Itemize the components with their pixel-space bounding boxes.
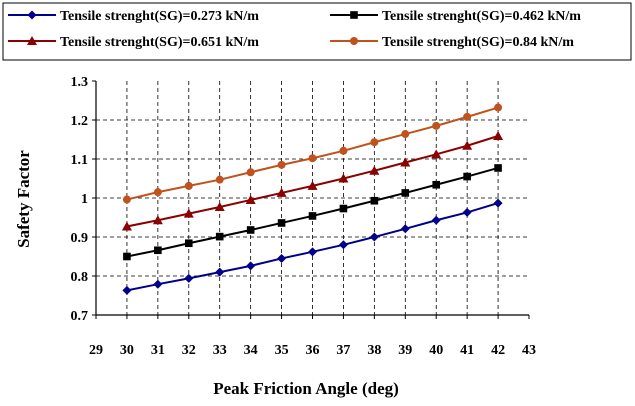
data-point xyxy=(338,240,348,250)
data-point xyxy=(339,146,348,155)
x-tick-label: 39 xyxy=(398,343,412,358)
y-tick-label: 0.8 xyxy=(71,270,89,285)
legend-label: Tensile strenght(SG)=0.651 kN/m xyxy=(60,35,259,50)
legend-entry-2: Tensile strenght(SG)=0.462 kN/m xyxy=(330,9,581,24)
y-tick-label: 1.1 xyxy=(71,153,89,168)
y-tick-label: 0.9 xyxy=(71,231,89,246)
axes xyxy=(92,80,530,319)
y-axis-title: Safety Factor xyxy=(14,150,33,248)
data-point xyxy=(338,173,349,183)
data-point xyxy=(401,130,410,139)
legend-label: Tensile strenght(SG)=0.84 kN/m xyxy=(382,35,574,50)
data-point xyxy=(246,226,255,234)
x-tick-label: 41 xyxy=(460,343,474,358)
data-point xyxy=(369,232,379,242)
data-point xyxy=(462,207,472,217)
data-point xyxy=(183,208,194,218)
data-point xyxy=(246,261,256,271)
data-point xyxy=(214,201,225,211)
x-tick-label: 42 xyxy=(491,343,505,358)
legend-marker xyxy=(27,36,37,45)
data-point xyxy=(463,112,472,121)
data-point xyxy=(431,215,441,225)
data-point xyxy=(277,160,286,169)
x-tick-label: 43 xyxy=(522,343,536,358)
x-tick-label: 37 xyxy=(336,343,350,358)
y-tick-label: 0.7 xyxy=(71,309,89,324)
legend-marker xyxy=(350,37,358,45)
x-tick-label: 30 xyxy=(120,343,134,358)
series-3 xyxy=(121,130,504,231)
data-point xyxy=(400,157,411,167)
series-2 xyxy=(123,164,502,261)
data-point xyxy=(245,194,256,204)
series-1 xyxy=(122,198,503,295)
data-point xyxy=(369,165,380,175)
x-tick-label: 35 xyxy=(275,343,289,358)
data-point xyxy=(153,188,162,197)
data-point xyxy=(152,215,163,225)
data-point xyxy=(215,175,224,184)
legend-entry-4: Tensile strenght(SG)=0.84 kN/m xyxy=(330,35,574,50)
legend: Tensile strenght(SG)=0.273 kN/m Tensile s… xyxy=(8,9,581,50)
data-point xyxy=(121,221,132,231)
data-point xyxy=(339,204,348,213)
series-4 xyxy=(122,103,503,204)
data-point xyxy=(215,267,225,277)
data-point xyxy=(494,164,502,172)
x-tick-label: 32 xyxy=(182,343,196,358)
data-point xyxy=(277,253,287,263)
x-tick-label: 31 xyxy=(151,343,165,358)
legend-box xyxy=(2,2,632,61)
data-point xyxy=(123,252,131,261)
data-point xyxy=(308,212,317,220)
series-layer xyxy=(121,103,504,295)
legend-label: Tensile strenght(SG)=0.273 kN/m xyxy=(60,9,259,24)
x-tick-label: 34 xyxy=(244,343,258,358)
data-point xyxy=(154,246,162,255)
data-point xyxy=(184,181,193,190)
legend-marker xyxy=(350,11,358,19)
data-point xyxy=(401,189,410,197)
x-tick-label: 38 xyxy=(367,343,381,358)
data-point xyxy=(184,239,193,248)
x-tick-label: 33 xyxy=(213,343,227,358)
data-point xyxy=(307,180,318,190)
data-point xyxy=(370,196,379,205)
y-tick-label: 1.2 xyxy=(71,114,89,129)
legend-marker xyxy=(27,10,37,20)
data-point xyxy=(463,172,471,181)
data-point xyxy=(494,103,503,112)
x-tick-label: 36 xyxy=(306,343,320,358)
grid xyxy=(96,81,529,315)
x-tick-label: 40 xyxy=(429,343,443,358)
tick-labels: 0.7 0.8 0.9 1 1.1 1.2 1.3 29 30 31 32 33 34 35 36 37 38 3… xyxy=(71,75,537,358)
y-tick-label: 1 xyxy=(81,192,88,207)
data-point xyxy=(246,168,255,177)
data-point xyxy=(431,149,442,159)
data-point xyxy=(276,187,287,197)
data-point xyxy=(432,121,441,130)
data-point xyxy=(153,279,163,289)
x-tick-label: 29 xyxy=(89,343,103,358)
legend-label: Tensile strenght(SG)=0.462 kN/m xyxy=(382,9,581,24)
data-point xyxy=(277,219,286,227)
data-point xyxy=(370,138,379,147)
x-axis-title: Peak Friction Angle (deg) xyxy=(213,379,399,398)
y-tick-label: 1.3 xyxy=(71,75,89,90)
legend-entry-1: Tensile strenght(SG)=0.273 kN/m xyxy=(8,9,259,24)
data-point xyxy=(122,195,131,204)
data-point xyxy=(432,180,441,189)
data-point xyxy=(122,285,132,295)
data-point xyxy=(493,130,504,140)
data-point xyxy=(493,198,503,208)
data-point xyxy=(308,247,317,257)
data-point xyxy=(308,154,317,163)
data-point xyxy=(215,232,224,241)
data-point xyxy=(462,140,473,150)
data-point xyxy=(400,224,410,234)
data-point xyxy=(184,273,194,283)
legend-entry-3: Tensile strenght(SG)=0.651 kN/m xyxy=(8,35,259,50)
